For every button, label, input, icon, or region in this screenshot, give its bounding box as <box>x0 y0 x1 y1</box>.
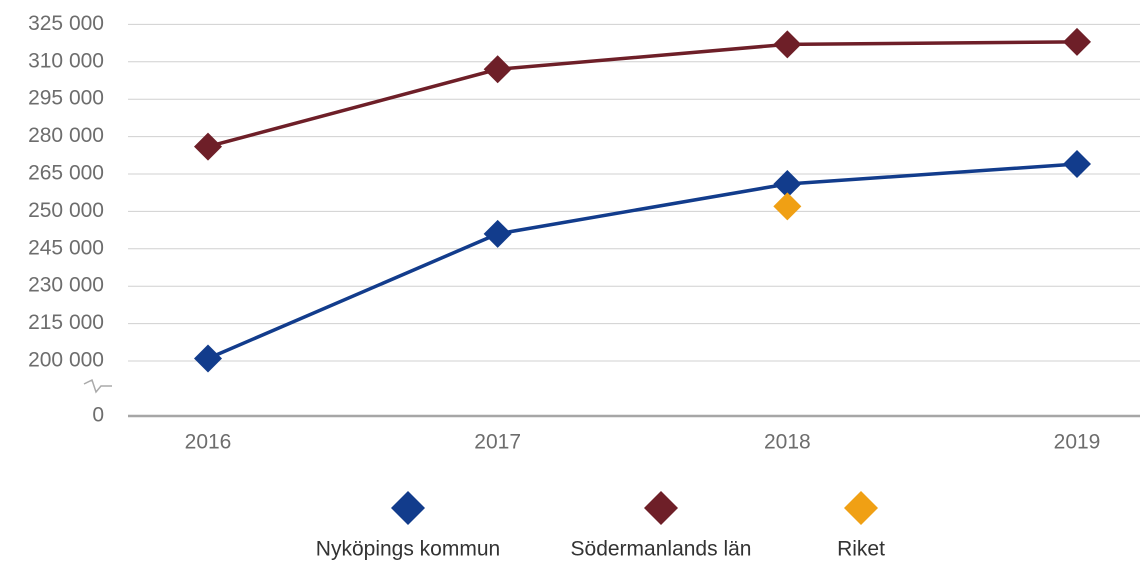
series-line <box>207 162 1078 361</box>
data-point <box>773 169 802 198</box>
x-tick-label: 2016 <box>185 431 232 454</box>
legend-label: Nyköpings kommun <box>316 538 500 561</box>
data-point <box>194 132 222 161</box>
y-tick-label: 200 000 <box>28 349 104 372</box>
legend-marker <box>644 491 678 525</box>
y-tick-label: 230 000 <box>28 274 104 297</box>
axis-break-mark <box>83 378 112 394</box>
axis-break <box>83 378 112 394</box>
data-point <box>483 219 512 248</box>
series-line <box>207 40 1078 149</box>
x-tick-label: 2017 <box>474 431 521 454</box>
y-tick-label: 280 000 <box>28 124 104 147</box>
y-tick-label: 265 000 <box>28 162 104 185</box>
y-tick-label: 0 <box>92 404 104 427</box>
y-tick-label: 295 000 <box>28 87 104 110</box>
data-point <box>1063 150 1091 179</box>
x-tick-label: 2019 <box>1054 431 1101 454</box>
y-tick-label: 245 000 <box>28 236 104 259</box>
data-point <box>1063 27 1091 56</box>
legend-marker <box>391 491 425 525</box>
legend-label: Riket <box>837 538 885 561</box>
y-tick-label: 250 000 <box>28 199 104 222</box>
x-tick-label: 2018 <box>764 431 811 454</box>
legend-marker <box>844 491 878 525</box>
y-tick-label: 215 000 <box>28 311 104 334</box>
data-point <box>194 344 222 373</box>
data-point <box>773 30 802 59</box>
legend-label: Södermanlands län <box>571 538 752 561</box>
data-point <box>483 55 512 84</box>
y-tick-label: 310 000 <box>28 49 104 72</box>
data-point <box>773 192 802 221</box>
y-tick-label: 325 000 <box>28 12 104 35</box>
